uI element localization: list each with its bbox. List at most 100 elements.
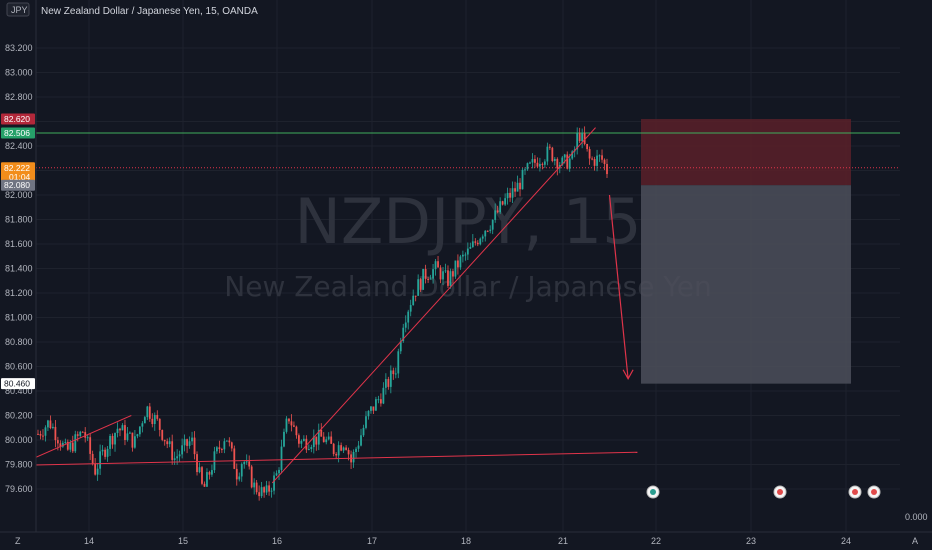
- price-badge-label: 82.222: [4, 163, 30, 173]
- candle-body: [255, 482, 258, 493]
- projection-arrow-line[interactable]: [608, 194, 629, 379]
- candle-body: [603, 159, 606, 165]
- timezone-button[interactable]: Z: [15, 536, 21, 546]
- candle-body: [148, 406, 151, 419]
- candle-body: [166, 441, 169, 445]
- candle-body: [203, 483, 206, 487]
- candle-body: [362, 427, 365, 436]
- price-tick-label: 83.000: [5, 68, 33, 78]
- trendline[interactable]: [271, 127, 596, 484]
- auto-scale-button[interactable]: A: [912, 536, 918, 546]
- candle-body: [233, 448, 236, 469]
- price-tick-label: 81.200: [5, 288, 33, 298]
- candle-body: [392, 370, 395, 375]
- candle-body: [94, 463, 97, 475]
- short-position-tool[interactable]: [641, 119, 851, 384]
- time-axis-panel[interactable]: [0, 532, 932, 550]
- candle-body: [293, 425, 295, 427]
- candle-body: [491, 219, 494, 230]
- symbol-box[interactable]: [6, 2, 30, 17]
- time-tick-label: 24: [841, 536, 851, 546]
- candle-body: [447, 270, 449, 286]
- candle-body: [384, 379, 387, 388]
- candle-body: [474, 241, 477, 243]
- candle-body: [466, 248, 469, 255]
- candle-body: [99, 451, 102, 469]
- candle-body: [275, 473, 278, 476]
- candle-body: [124, 425, 126, 440]
- candle-body: [305, 438, 308, 450]
- watermark-name: New Zealand Dollar / Japanese Yen: [224, 270, 711, 303]
- candle-body: [489, 229, 492, 231]
- candle-body: [576, 133, 579, 150]
- price-tick-label: 81.000: [5, 313, 33, 323]
- candle-body: [514, 188, 516, 192]
- candle-body: [158, 418, 161, 430]
- candle-body: [345, 447, 348, 450]
- candle-body: [499, 201, 502, 213]
- candle-body: [407, 311, 410, 323]
- time-tick-label: 14: [84, 536, 94, 546]
- candle-body: [106, 448, 109, 457]
- candle-body: [240, 464, 243, 477]
- candle-body: [444, 270, 447, 272]
- trendline[interactable]: [0, 451, 638, 467]
- candle-body: [280, 446, 283, 470]
- candle-body: [290, 421, 293, 426]
- candle-body: [367, 410, 370, 417]
- event-flag-icon: [777, 489, 783, 495]
- price-badge-label: 82.506: [4, 128, 30, 138]
- candle-body: [342, 447, 345, 451]
- candle-body: [352, 451, 355, 463]
- candle-body: [283, 431, 285, 447]
- candle-body: [235, 468, 238, 480]
- price-tick-label: 80.000: [5, 435, 33, 445]
- candle-body: [511, 188, 514, 198]
- take-profit-zone[interactable]: [641, 185, 851, 384]
- candle-body: [131, 432, 134, 448]
- candle-body: [332, 443, 335, 454]
- candle-body: [74, 434, 77, 452]
- candle-body: [89, 437, 92, 454]
- candle-body: [501, 201, 504, 205]
- candle-body: [563, 154, 566, 158]
- candle-body: [61, 442, 64, 447]
- candle-body: [412, 295, 415, 306]
- candle-body: [340, 445, 343, 451]
- candle-body: [586, 143, 589, 150]
- candle-body: [56, 440, 59, 444]
- candle-body: [54, 426, 57, 441]
- candle-body: [581, 133, 584, 142]
- candle-body: [484, 230, 487, 237]
- candle-body: [218, 447, 221, 450]
- candle-body: [76, 434, 79, 436]
- candle-body: [114, 433, 116, 445]
- stop-loss-zone[interactable]: [641, 119, 851, 186]
- time-tick-label: 21: [558, 536, 568, 546]
- candle-body: [59, 443, 62, 447]
- symbol-box-label: JPY: [11, 5, 28, 15]
- candle-body: [601, 155, 603, 160]
- price-tick-label: 81.600: [5, 239, 33, 249]
- candle-body: [394, 373, 397, 375]
- candle-body: [37, 433, 39, 435]
- event-markers[interactable]: [646, 485, 881, 499]
- candle-body: [278, 469, 280, 474]
- candle-body: [315, 436, 318, 445]
- price-badge-label: 82.620: [4, 114, 30, 124]
- candle-body: [387, 379, 390, 387]
- candle-body: [583, 133, 586, 144]
- candle-body: [153, 414, 156, 425]
- candle-body: [161, 429, 164, 440]
- price-axis-panel[interactable]: [0, 0, 36, 550]
- candle-body: [288, 418, 290, 422]
- candle-body: [551, 147, 554, 161]
- candle-body: [479, 238, 482, 245]
- candle-body: [606, 164, 608, 175]
- candle-body: [268, 485, 270, 492]
- candle-body: [81, 431, 84, 433]
- candle-body: [176, 456, 179, 459]
- candle-body: [71, 442, 74, 452]
- candle-body: [481, 236, 484, 239]
